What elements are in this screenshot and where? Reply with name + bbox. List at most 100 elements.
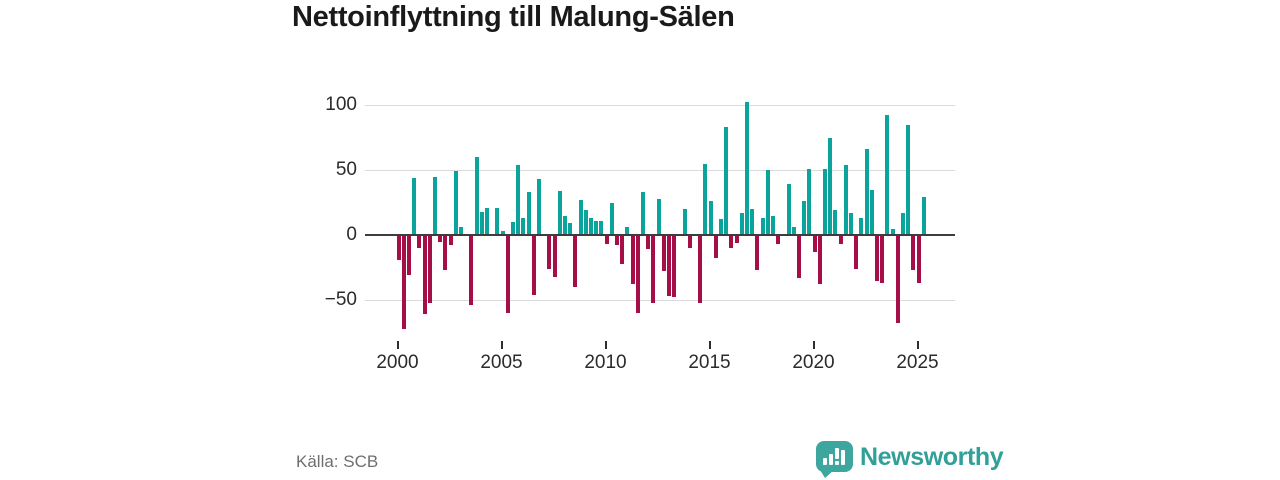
bar bbox=[796, 235, 801, 278]
y-tick-label: 0 bbox=[346, 224, 357, 245]
bar bbox=[609, 202, 614, 235]
bar bbox=[760, 218, 765, 235]
bar bbox=[906, 124, 911, 235]
bar bbox=[687, 235, 692, 248]
bar bbox=[505, 235, 510, 313]
bar bbox=[458, 227, 463, 235]
bar bbox=[718, 219, 723, 235]
bar bbox=[453, 171, 458, 235]
zero-axis-line bbox=[365, 234, 955, 236]
bar bbox=[500, 231, 505, 235]
chart-title: Nettoinflyttning till Malung-Sälen bbox=[292, 1, 735, 33]
bar bbox=[432, 176, 437, 235]
bar bbox=[438, 235, 443, 242]
x-tick-mark bbox=[500, 341, 503, 349]
x-tick-label: 2000 bbox=[376, 352, 419, 373]
gridline bbox=[365, 300, 955, 301]
bar bbox=[890, 228, 895, 235]
logo-bar-2 bbox=[829, 454, 833, 465]
gridline bbox=[365, 170, 955, 171]
bar bbox=[568, 223, 573, 235]
x-tick-label: 2010 bbox=[584, 352, 627, 373]
newsworthy-logo: Newsworthy bbox=[816, 440, 1066, 480]
x-tick-mark bbox=[604, 341, 607, 349]
x-tick-mark bbox=[708, 341, 711, 349]
bar bbox=[479, 211, 484, 235]
y-tick-label: 50 bbox=[335, 159, 357, 180]
bar bbox=[516, 164, 521, 235]
bar bbox=[885, 115, 890, 235]
bar bbox=[698, 235, 703, 303]
bar bbox=[916, 235, 921, 284]
bar bbox=[588, 218, 593, 235]
bar bbox=[848, 212, 853, 235]
bar bbox=[864, 149, 869, 235]
bar bbox=[412, 177, 417, 235]
bar bbox=[880, 235, 885, 284]
bar bbox=[620, 235, 625, 264]
source-label: Källa: SCB bbox=[296, 452, 379, 471]
x-tick-mark bbox=[396, 341, 399, 349]
bar bbox=[484, 207, 489, 235]
bar bbox=[625, 227, 630, 235]
bar bbox=[552, 235, 557, 277]
bar bbox=[817, 235, 822, 285]
bar bbox=[469, 235, 474, 306]
bar bbox=[724, 127, 729, 235]
bar bbox=[630, 235, 635, 285]
logo-exclamation-dot bbox=[835, 461, 839, 465]
bar bbox=[859, 218, 864, 235]
bar bbox=[791, 227, 796, 235]
bar bbox=[786, 184, 791, 235]
bar bbox=[614, 235, 619, 246]
bar bbox=[594, 220, 599, 235]
bar bbox=[833, 210, 838, 235]
bar bbox=[406, 235, 411, 276]
bar bbox=[703, 163, 708, 235]
logo-bar-3 bbox=[841, 450, 845, 465]
bar bbox=[921, 197, 926, 235]
bar bbox=[828, 137, 833, 235]
bar bbox=[651, 235, 656, 303]
bar bbox=[635, 235, 640, 313]
bar bbox=[739, 212, 744, 235]
bar bbox=[661, 235, 666, 272]
bar bbox=[510, 222, 515, 235]
bar bbox=[755, 235, 760, 271]
bar bbox=[474, 157, 479, 235]
bar bbox=[646, 235, 651, 250]
bar bbox=[874, 235, 879, 281]
bar bbox=[604, 235, 609, 245]
bar bbox=[495, 207, 500, 235]
bar bbox=[776, 235, 781, 245]
bar bbox=[770, 215, 775, 235]
x-tick-label: 2020 bbox=[792, 352, 835, 373]
bar bbox=[807, 168, 812, 235]
bar bbox=[443, 235, 448, 271]
bar bbox=[417, 235, 422, 248]
x-tick-label: 2025 bbox=[896, 352, 939, 373]
bar bbox=[869, 189, 874, 235]
bar bbox=[536, 179, 541, 235]
bar bbox=[802, 201, 807, 235]
bar bbox=[682, 209, 687, 235]
x-tick-label: 2005 bbox=[480, 352, 523, 373]
bar bbox=[734, 235, 739, 243]
bar bbox=[911, 235, 916, 271]
logo-bar-1 bbox=[823, 458, 827, 465]
gridline bbox=[365, 105, 955, 106]
bar bbox=[599, 220, 604, 235]
bar bbox=[750, 209, 755, 235]
y-tick-label: −50 bbox=[324, 289, 357, 310]
bar-chart-speech-bubble-icon bbox=[816, 441, 853, 478]
bar bbox=[854, 235, 859, 269]
bar bbox=[526, 192, 531, 235]
speech-bubble-tail bbox=[820, 470, 834, 478]
bar bbox=[401, 235, 406, 329]
bar bbox=[573, 235, 578, 287]
newsworthy-wordmark: Newsworthy bbox=[860, 443, 1004, 471]
bar bbox=[765, 170, 770, 235]
bar bbox=[843, 164, 848, 235]
bar bbox=[708, 201, 713, 235]
